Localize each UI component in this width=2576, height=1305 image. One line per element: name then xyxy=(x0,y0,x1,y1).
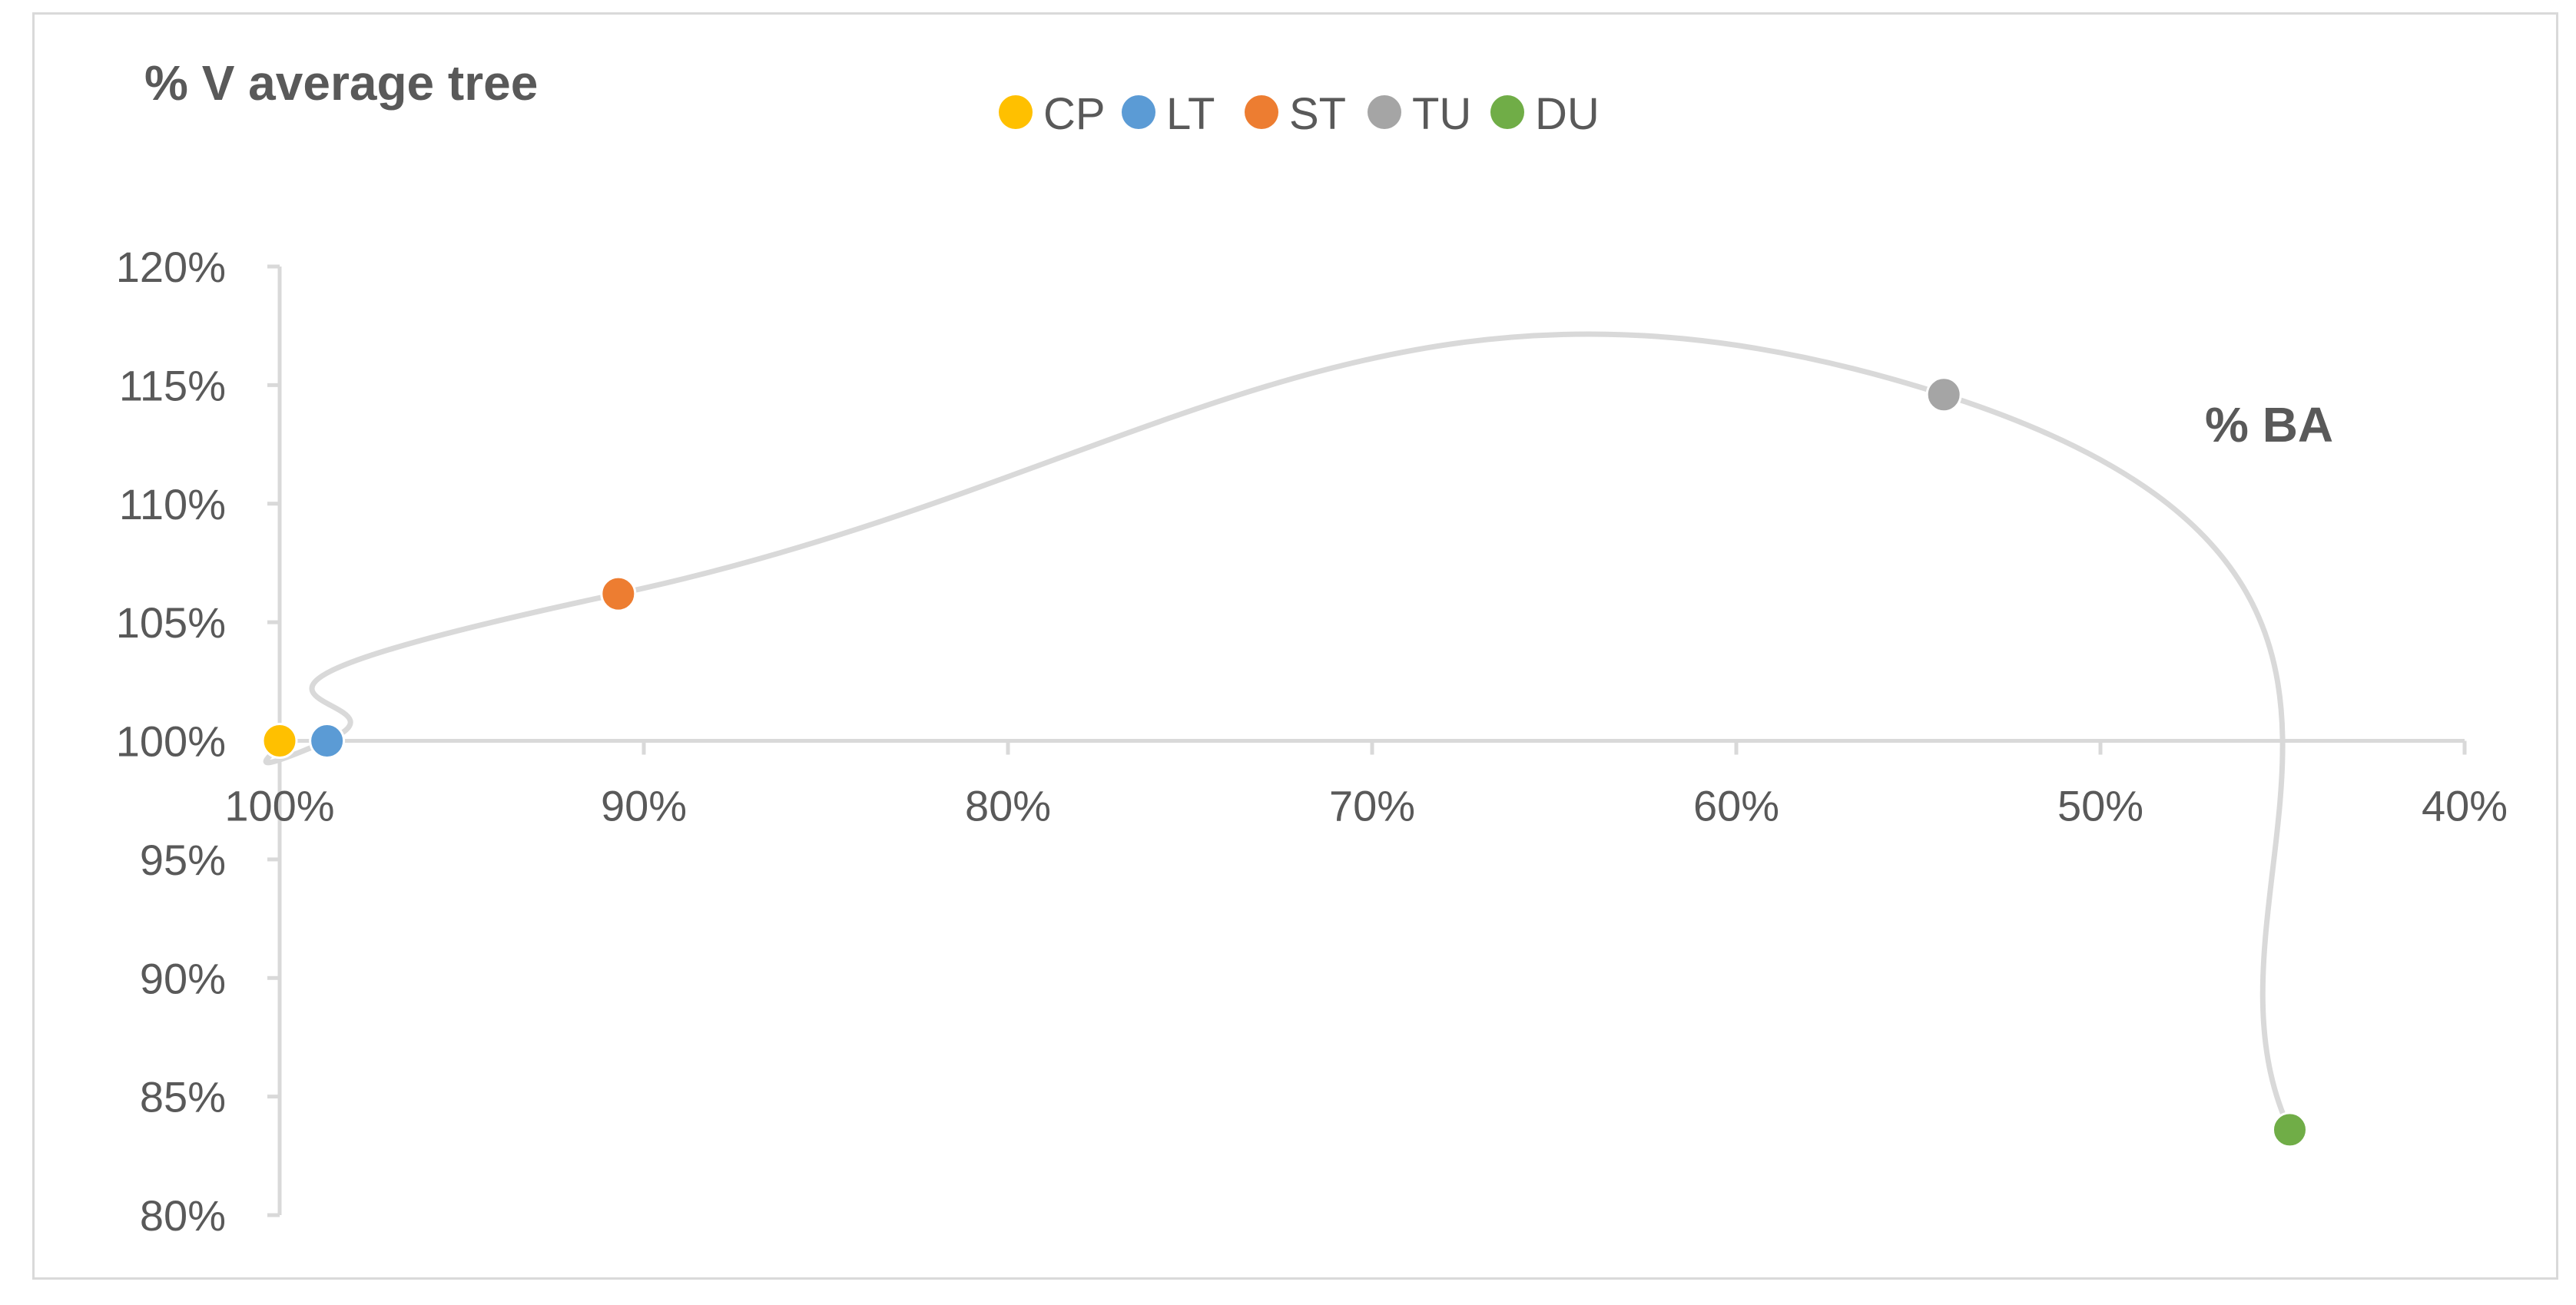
legend-label: DU xyxy=(1535,89,1600,139)
y-tick-label: 95% xyxy=(140,836,226,884)
x-axis-title: % BA xyxy=(2205,397,2333,452)
data-point-tu xyxy=(1925,376,1962,413)
legend-item-st: ST xyxy=(1245,89,1346,139)
y-tick-label: 100% xyxy=(116,717,226,766)
legend-item-du: DU xyxy=(1490,89,1600,139)
chart-frame xyxy=(32,12,2558,1280)
x-tick-label: 40% xyxy=(2422,782,2508,830)
y-tick-label: 105% xyxy=(116,598,226,647)
trend-curve-layer xyxy=(263,331,2293,1133)
data-points xyxy=(261,376,2308,1148)
y-tick-label: 110% xyxy=(119,480,226,528)
legend-label: LT xyxy=(1166,89,1215,139)
legend-marker xyxy=(1245,95,1278,129)
x-tick-label: 100% xyxy=(224,782,334,830)
data-point-du xyxy=(2271,1111,2308,1148)
y-tick-label: 90% xyxy=(140,954,226,1002)
legend-label: ST xyxy=(1289,89,1346,139)
legend-marker xyxy=(1122,95,1155,129)
x-tick-label: 60% xyxy=(1693,782,1779,830)
legend-marker xyxy=(1490,95,1524,129)
legend-item-cp: CP xyxy=(999,89,1106,139)
legend-label: CP xyxy=(1043,89,1106,139)
y-axis-title: % V average tree xyxy=(144,55,538,111)
legend-marker xyxy=(1368,95,1401,129)
legend-marker xyxy=(999,95,1033,129)
legend-item-tu: TU xyxy=(1368,89,1471,139)
x-tick-label: 90% xyxy=(601,782,687,830)
y-tick-label: 85% xyxy=(140,1073,226,1121)
legend: CP LT ST TU DU xyxy=(999,89,1600,139)
legend-label: TU xyxy=(1412,89,1471,139)
trend-curve xyxy=(263,331,2293,1133)
axes: 80% 85% 90% 95% 100% 105% 110% 115% 120% 100% 90% 8… xyxy=(116,243,2508,1240)
data-point-cp xyxy=(261,723,298,759)
y-tick-label: 80% xyxy=(140,1191,226,1240)
y-tick-label: 120% xyxy=(116,243,226,291)
x-tick-label: 70% xyxy=(1329,782,1415,830)
data-point-lt xyxy=(309,723,346,759)
data-point-st xyxy=(600,575,637,612)
y-tick-label: 115% xyxy=(119,361,226,409)
x-tick-label: 80% xyxy=(965,782,1051,830)
x-tick-label: 50% xyxy=(2057,782,2143,830)
legend-item-lt: LT xyxy=(1122,89,1215,139)
